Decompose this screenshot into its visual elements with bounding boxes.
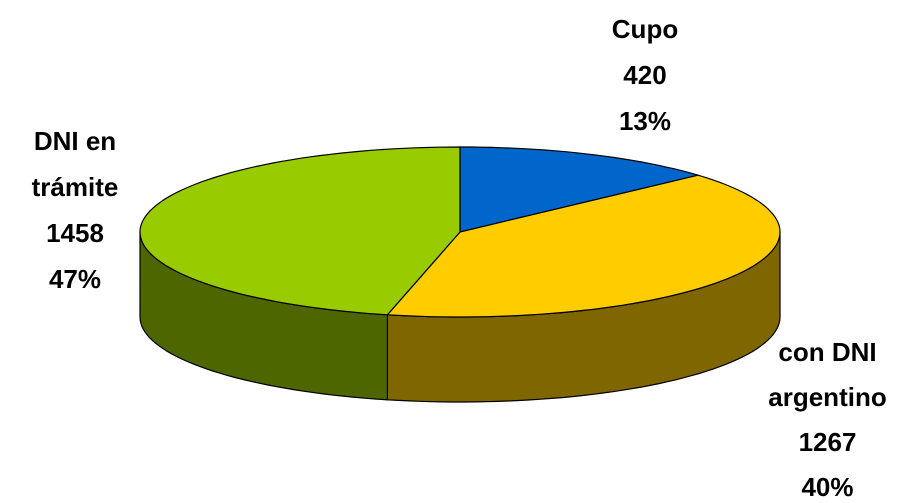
category-label: Cupo [611, 14, 679, 44]
percent-label: 47% [48, 264, 102, 294]
slice [386, 174, 781, 318]
value-label: 420 [623, 60, 667, 90]
percent-label: 13% [618, 106, 672, 136]
slice [139, 146, 461, 316]
slice [459, 146, 701, 233]
label-group: con DNI argentino 1267 40% [745, 330, 910, 503]
value-label: 1458 [46, 218, 104, 248]
category-label: con DNI argentino [768, 337, 887, 412]
value-label: 1267 [798, 427, 857, 457]
percent-label: 40% [801, 472, 854, 502]
category-label: DNI en trámite [31, 126, 119, 202]
label-group: Cupo 420 13% [575, 6, 715, 144]
label-group: DNI en trámite 1458 47% [10, 118, 140, 302]
